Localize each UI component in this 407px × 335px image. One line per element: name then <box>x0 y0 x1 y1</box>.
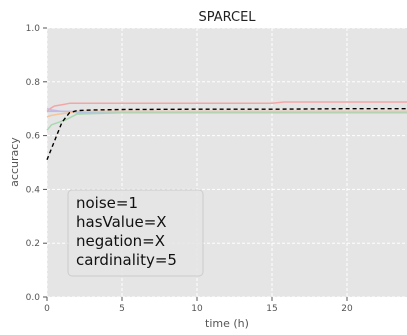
series-line-1 <box>46 101 407 112</box>
annotation-line: hasValue=X <box>76 213 167 231</box>
x-tick-label: 0 <box>44 304 50 314</box>
y-tick-label: 0.2 <box>26 239 40 249</box>
x-axis-label: time (h) <box>205 317 249 330</box>
annotation-line: negation=X <box>76 232 165 250</box>
x-tick-label: 20 <box>341 304 353 314</box>
y-tick-label: 0.8 <box>26 78 41 88</box>
y-axis-label: accuracy <box>8 137 21 187</box>
series-line-5 <box>46 110 407 118</box>
x-tick-label: 10 <box>191 304 203 314</box>
x-tick-label: 5 <box>119 304 125 314</box>
y-tick-label: 0.4 <box>26 185 41 195</box>
y-tick-label: 1.0 <box>26 24 41 34</box>
annotation-line: noise=1 <box>76 194 138 212</box>
series-line-3 <box>46 111 407 131</box>
series-line-mean <box>46 107 407 161</box>
axis-ticks: 0 5 10 15 20 0.0 0.2 0.4 0.6 0.8 1.0 <box>26 24 353 314</box>
annotation-frame <box>67 189 204 277</box>
x-tick-label: 15 <box>266 304 277 314</box>
y-tick-label: 0.6 <box>26 132 41 142</box>
series-layer <box>46 101 407 161</box>
annotation-line: cardinality=5 <box>76 251 177 269</box>
chart-title: SPARCEL <box>198 10 256 25</box>
annotation-box: noise=1 hasValue=X negation=X cardinalit… <box>67 189 204 277</box>
grid <box>46 27 407 298</box>
y-tick-label: 0.0 <box>26 293 41 303</box>
